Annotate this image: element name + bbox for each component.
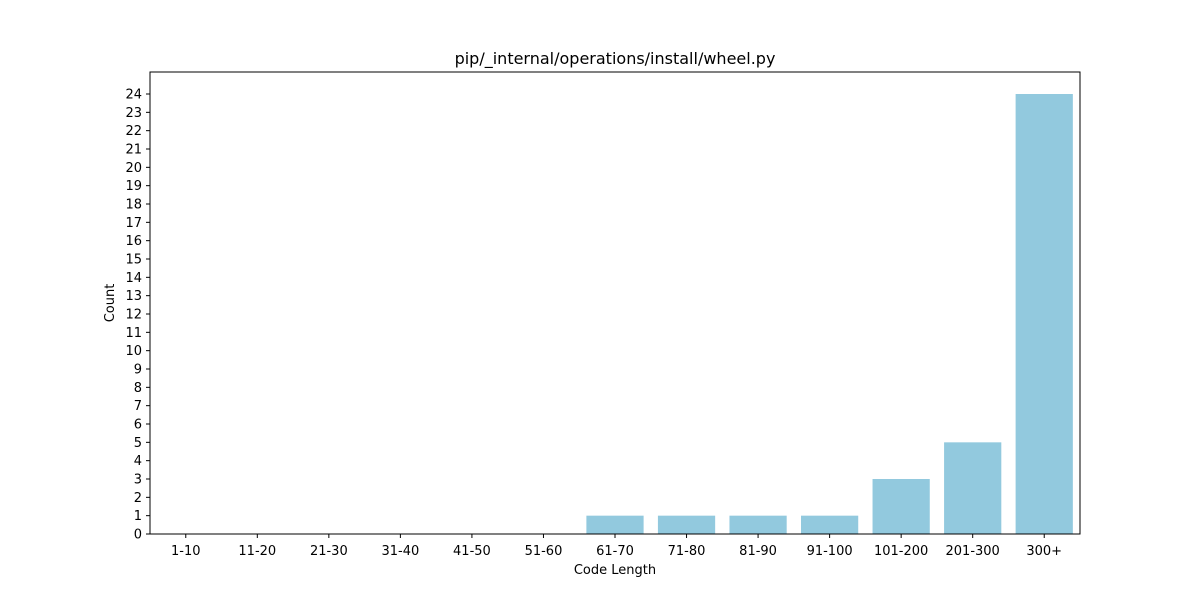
x-tick-label: 1-10: [171, 544, 201, 559]
bar-91-100: [801, 515, 859, 534]
x-tick-label: 91-100: [807, 544, 853, 559]
y-tick-label: 21: [125, 143, 142, 158]
y-tick-label: 7: [134, 399, 142, 414]
x-tick-label: 61-70: [596, 544, 634, 559]
y-tick-label: 6: [134, 418, 142, 433]
y-tick-label: 3: [134, 473, 142, 488]
x-tick-label: 31-40: [381, 544, 419, 559]
y-tick-label: 13: [125, 289, 142, 304]
chart-title: pip/_internal/operations/install/wheel.p…: [455, 49, 776, 69]
y-tick-label: 16: [125, 234, 142, 249]
y-tick-label: 19: [125, 179, 142, 194]
plot-frame: [149, 71, 1081, 535]
y-tick-label: 9: [134, 363, 142, 378]
bar-61-70: [586, 515, 644, 534]
bar-300+: [1015, 94, 1073, 534]
y-tick-label: 20: [125, 161, 142, 176]
y-tick-label: 18: [125, 198, 142, 213]
y-tick-label: 1: [134, 509, 142, 524]
y-tick-label: 2: [134, 491, 142, 506]
bar-101-200: [872, 479, 930, 534]
bars-layer: [586, 94, 1073, 534]
y-tick-label: 12: [125, 308, 142, 323]
x-tick-label: 11-20: [238, 544, 276, 559]
x-tick-label: 81-90: [739, 544, 777, 559]
y-tick-label: 11: [125, 326, 142, 341]
x-tick-label: 71-80: [668, 544, 706, 559]
y-tick-label: 17: [125, 216, 142, 231]
y-tick-label: 14: [125, 271, 142, 286]
x-tick-label: 300+: [1026, 544, 1062, 559]
y-axis-label: Count: [103, 284, 118, 323]
x-tick-label: 101-200: [874, 544, 928, 559]
x-axis: 1-10 11-20 21-30 31-40 41-50 51-60 61-70 71-80 8…: [171, 534, 1062, 559]
y-tick-label: 23: [125, 106, 142, 121]
bar-201-300: [944, 442, 1002, 534]
x-axis-label: Code Length: [574, 563, 656, 578]
y-tick-label: 15: [125, 253, 142, 268]
x-tick-label: 51-60: [525, 544, 563, 559]
y-tick-label: 10: [125, 344, 142, 359]
y-tick-label: 5: [134, 436, 142, 451]
bar-81-90: [729, 515, 787, 534]
y-tick-label: 4: [134, 454, 142, 469]
x-tick-label: 41-50: [453, 544, 491, 559]
y-tick-label: 22: [125, 124, 142, 139]
y-tick-label: 0: [134, 528, 142, 543]
x-tick-label: 21-30: [310, 544, 348, 559]
y-tick-label: 8: [134, 381, 142, 396]
y-tick-label: 24: [125, 88, 142, 103]
x-tick-label: 201-300: [946, 544, 1000, 559]
bar-71-80: [657, 515, 716, 534]
